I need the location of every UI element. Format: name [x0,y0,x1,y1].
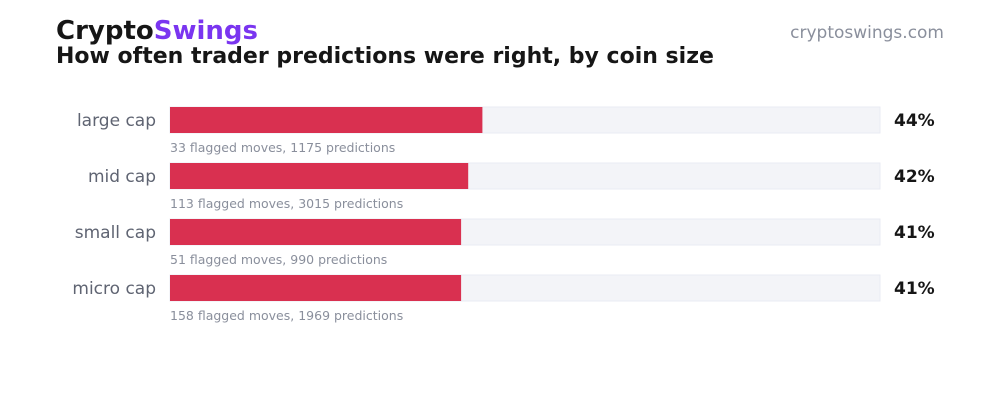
bar-row: micro cap 41% 158 flagged moves, 1969 pred… [72,274,935,323]
chart-title: How often trader predictions were right,… [56,44,714,69]
category-label: small cap [75,223,156,243]
value-label: 41% [894,223,935,243]
bar-sublabel: 51 flagged moves, 990 predictions [170,252,387,267]
category-label: large cap [77,111,156,131]
bar-sublabel: 33 flagged moves, 1175 predictions [170,140,395,155]
brand-logo: CryptoSwings [56,14,258,48]
website-label: cryptoswings.com [790,23,944,43]
bar-row: large cap 44% 33 flagged moves, 1175 predi… [77,106,935,155]
value-label: 41% [894,279,935,299]
category-label: mid cap [88,167,156,187]
bar [170,163,469,189]
brand-name-part1: Crypto [56,16,154,46]
category-label: micro cap [72,279,156,299]
bar [170,107,483,133]
bar [170,219,462,245]
bar [170,275,462,301]
bar-sublabel: 113 flagged moves, 3015 predictions [170,196,403,211]
value-label: 42% [894,167,935,187]
bar-sublabel: 158 flagged moves, 1969 predictions [170,308,403,323]
bar-row: small cap 41% 51 flagged moves, 990 predic… [75,218,935,267]
value-label: 44% [894,111,935,131]
bar-row: mid cap 42% 113 flagged moves, 3015 predic… [88,162,935,211]
brand-name-part2: Swings [153,16,259,46]
